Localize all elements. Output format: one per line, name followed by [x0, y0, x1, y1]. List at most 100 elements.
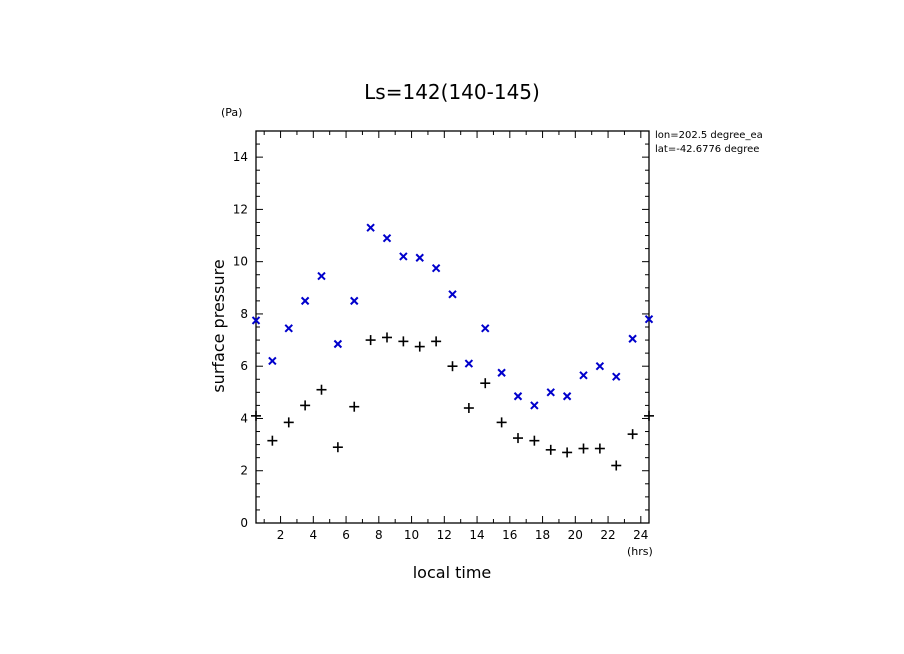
- cross-x-marker: [399, 252, 408, 261]
- annotation-lon: lon=202.5 degree_ea: [655, 130, 763, 141]
- plus-marker: [627, 429, 638, 440]
- marker-stroke: [464, 359, 474, 368]
- plus-marker: [332, 442, 343, 453]
- cross-x-marker: [268, 356, 277, 366]
- marker-stroke: [350, 296, 359, 306]
- x-tick-label: 8: [375, 528, 383, 542]
- plus-marker: [562, 447, 573, 458]
- plus-marker: [447, 361, 458, 372]
- plus-marker: [414, 341, 425, 352]
- cross-x-marker: [595, 361, 605, 371]
- cross-x-marker: [284, 324, 293, 333]
- cross-x-marker: [431, 263, 441, 273]
- plus-marker: [349, 401, 360, 412]
- plus-marker: [496, 417, 507, 428]
- marker-stroke: [382, 233, 392, 243]
- marker-stroke: [333, 339, 343, 349]
- plus-marker: [578, 443, 589, 454]
- cross-x-marker: [546, 388, 555, 397]
- plus-marker: [480, 378, 491, 389]
- y-tick-label: 8: [240, 307, 248, 321]
- x-tick-label: 20: [568, 528, 583, 542]
- plus-marker: [594, 443, 605, 454]
- cross-x-marker: [382, 233, 392, 243]
- marker-stroke: [579, 371, 588, 380]
- cross-x-marker: [333, 339, 343, 349]
- y-tick-label: 4: [240, 411, 248, 425]
- x-tick-label: 18: [535, 528, 550, 542]
- plus-marker: [545, 444, 556, 455]
- x-tick-label: 6: [342, 528, 350, 542]
- annotation-lat: lat=-42.6776 degree: [655, 144, 759, 155]
- cross-x-marker: [562, 392, 572, 401]
- cross-x-marker: [300, 296, 310, 306]
- marker-stroke: [612, 372, 621, 381]
- x-tick-label: 12: [437, 528, 452, 542]
- marker-stroke: [562, 392, 572, 401]
- plus-marker: [382, 332, 392, 343]
- marker-stroke: [431, 263, 441, 273]
- y-tick-label: 2: [240, 464, 248, 478]
- cross-x-marker: [579, 371, 588, 380]
- cross-x-marker: [628, 334, 637, 343]
- x-tick-label: 14: [469, 528, 484, 542]
- chart-title: Ls=142(140-145): [364, 80, 540, 104]
- data-marks: [251, 223, 654, 471]
- y-tick-label: 0: [240, 516, 248, 530]
- cross-x-marker: [448, 290, 457, 299]
- plus-marker: [300, 400, 311, 411]
- marker-stroke: [448, 290, 457, 299]
- marker-stroke: [497, 368, 506, 377]
- x-tick-label: 10: [404, 528, 419, 542]
- y-tick-label: 10: [233, 255, 248, 269]
- cross-x-marker: [464, 359, 474, 368]
- cross-x-marker: [366, 223, 375, 232]
- marker-stroke: [415, 253, 424, 262]
- marker-stroke: [268, 356, 277, 366]
- plus-marker: [316, 384, 327, 395]
- marker-stroke: [481, 324, 490, 333]
- marker-stroke: [366, 223, 375, 232]
- plus-marker: [267, 435, 278, 446]
- cross-x-marker: [513, 392, 523, 401]
- x-tick-label: 22: [600, 528, 615, 542]
- cross-x-marker: [350, 296, 359, 306]
- cross-x-marker: [481, 324, 490, 333]
- y-unit: (Pa): [221, 106, 242, 119]
- cross-x-marker: [415, 253, 424, 262]
- y-tick-label: 6: [240, 359, 248, 373]
- marker-stroke: [546, 388, 555, 397]
- plot-frame: [255, 130, 650, 524]
- cross-x-marker: [497, 368, 506, 377]
- marker-stroke: [317, 271, 326, 281]
- cross-x-marker: [644, 314, 654, 324]
- plus-marker: [463, 403, 474, 414]
- plus-marker: [529, 435, 540, 446]
- x-tick-label: 4: [309, 528, 317, 542]
- marker-stroke: [644, 314, 654, 324]
- y-axis-label: surface pressure: [209, 259, 228, 392]
- cross-x-marker: [251, 316, 261, 325]
- plus-marker: [611, 460, 622, 471]
- axis-ticks: [256, 131, 649, 523]
- x-tick-label: 2: [277, 528, 285, 542]
- y-tick-label: 12: [233, 202, 248, 216]
- plus-marker: [365, 335, 376, 346]
- marker-stroke: [251, 316, 261, 325]
- cross-x-marker: [530, 401, 539, 410]
- plus-marker: [398, 336, 409, 347]
- plus-marker: [431, 336, 442, 347]
- cross-x-marker: [317, 271, 326, 281]
- marker-stroke: [513, 392, 523, 401]
- plus-marker: [513, 433, 523, 444]
- marker-stroke: [300, 296, 310, 306]
- x-unit: (hrs): [627, 545, 653, 558]
- x-tick-label: 24: [633, 528, 648, 542]
- cross-x-marker: [612, 372, 621, 381]
- marker-stroke: [595, 361, 605, 371]
- plus-marker: [644, 410, 654, 421]
- x-tick-label: 16: [502, 528, 517, 542]
- plus-marker: [283, 417, 294, 428]
